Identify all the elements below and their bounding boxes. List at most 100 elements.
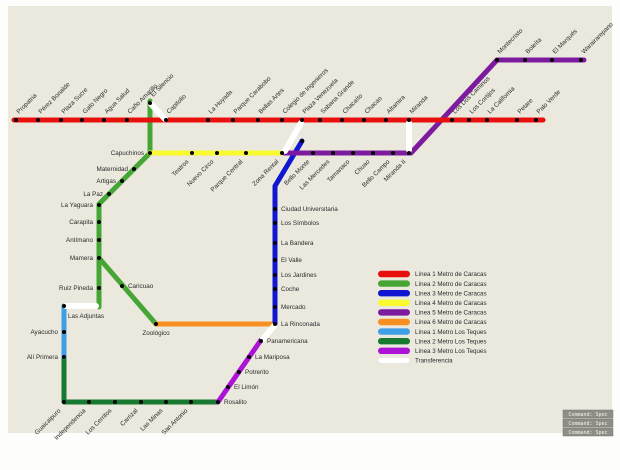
legend-label-linea-6-metro-de-caracas: Línea 6 Metro de Caracas [415,319,487,326]
transfer-plaza-venezuela-zona-rental [282,120,304,154]
station-label-capuchinos: Capuchinos [111,150,144,157]
station-dot-teatros [190,151,194,155]
station-dot-antimano [97,238,101,242]
station-dot-boleita [523,58,527,62]
station-label-potrerito: Potrerito [245,369,269,376]
station-dot-warairarepano [579,58,583,62]
map-background [8,6,612,433]
station-dot-nuevo-circo [215,151,219,155]
station-dot-artigas [120,179,124,183]
station-label-caricuao: Caricuao [128,283,154,290]
station-dot-la-paz [107,192,111,196]
station-label-carapita: Carapita [69,219,93,226]
legend-swatch-linea-3-metro-los-teques [378,347,410,354]
station-dot-linea-3-caracas-junction [300,139,304,143]
station-dot-los-cerritos [113,400,117,404]
station-dot-capitolio [164,118,168,122]
station-dot-gato-negro [80,118,84,122]
station-dot-sabana-grande [318,118,322,122]
station-dot-rosalito [216,400,220,404]
station-dot-linea-1-los-teques-junction [62,304,66,308]
station-dot-miranda [407,118,411,122]
station-dot-la-mariposa [247,355,251,359]
legend-swatch-linea-4-metro-de-caracas [378,299,410,306]
station-dot-colegio-de-ingenieros [280,118,284,122]
station-dot-los-simbolos [273,221,277,225]
transfer-el-silencio-capitolio [148,101,168,122]
station-dot-el-valle [273,258,277,262]
station-dot-chacaito [340,118,344,122]
command-box-2[interactable] [562,418,614,428]
station-label-los-jardines: Los Jardines [281,272,317,279]
legend-label-linea-2-metro-los-teques: Línea 2 Metro Los Teques [415,338,486,345]
station-dot-carapita [97,220,101,224]
station-dot-el-marques [550,58,554,62]
station-dot-mamera [97,256,101,260]
station-dot-san-antonio [189,400,193,404]
legend-label-linea-2-metro-de-caracas: Línea 2 Metro de Caracas [415,281,487,288]
station-dot-maternidad [132,167,136,171]
line-linea-2-caracas-branch [96,255,159,327]
legend-label-linea-3-metro-los-teques: Línea 3 Metro Los Teques [415,348,486,355]
command-box-label-2: Command: Spec [568,421,607,427]
station-dot-el-limon [226,385,230,389]
station-dot-palo-verde [534,118,538,122]
station-dot-parque-central [244,151,248,155]
station-dot-plaza-sucre [59,118,63,122]
station-label-la-bandera: La Bandera [281,240,314,247]
station-dot-la-hoyada [206,118,210,122]
station-dot-ciudad-universitaria [273,207,277,211]
station-dot-carrizal [139,400,143,404]
station-dot-las-minas [164,400,168,404]
station-label-zoologico: Zoológico [142,330,170,337]
station-dot-montecristo [495,58,499,62]
station-label-la-rinconada: La Rinconada [281,321,320,328]
station-dot-altamira [384,118,388,122]
station-dot-la-rinconada [273,322,277,326]
station-dot-bello-monte [311,151,315,155]
command-box-1[interactable] [562,409,614,419]
station-dot-chacao [362,118,366,122]
command-box-label-3: Command: Spec [568,430,607,436]
station-dot-la-bandera [273,241,277,245]
legend-swatch-linea-3-metro-de-caracas [378,290,410,297]
command-box-3[interactable] [562,427,614,437]
station-label-las-adjuntas: Las Adjuntas [68,313,104,320]
station-dot-cano-amarillo [125,118,129,122]
station-dot-miranda-ii [407,151,411,155]
station-dot-ayacucho [62,330,66,334]
legend-swatch-transferencia [377,356,411,364]
station-dot-panamericana [259,339,263,343]
station-dot-capuchinos [148,151,152,155]
station-label-ayacucho: Ayacucho [30,329,58,336]
legend-label-linea-4-metro-de-caracas: Línea 4 Metro de Caracas [415,300,487,307]
station-dot-zona-rental [280,151,284,155]
line-linea-5-caracas [281,57,587,156]
legend-swatch-linea-6-metro-de-caracas [378,318,410,326]
station-dot-petare [515,118,519,122]
station-dot-plaza-venezuela [300,118,304,122]
legend-label-linea-3-metro-de-caracas: Línea 3 Metro de Caracas [415,290,487,297]
station-dot-las-mercedes [331,151,335,155]
station-dot-bello-campo [391,151,395,155]
station-label-coche: Coche [281,286,300,293]
station-label-ciudad-universitaria: Ciudad Universitaria [281,206,338,213]
station-dot-bellas-artes [256,118,260,122]
station-dot-caricuao [120,284,124,288]
station-label-antimano: Antímano [66,237,93,244]
legend-swatch-linea-1-metro-los-teques [378,328,410,335]
station-dot-los-dos-caminos [450,118,454,122]
station-dot-la-california [485,118,489,122]
station-label-ali-primera: Alí Primera [27,354,59,361]
station-dot-parque-carabobo [231,118,235,122]
station-dot-zoologico [154,322,158,326]
station-dot-guaicaipuro [62,400,66,404]
legend-swatch-linea-1-metro-de-caracas [378,270,410,278]
legend-swatch-linea-5-metro-de-caracas [378,309,410,316]
station-label-mercado: Mercado [281,304,306,311]
station-dot-perez-bonalde [36,118,40,122]
station-label-la-yaguara: La Yaguara [61,202,93,209]
legend-label-linea-5-metro-de-caracas: Línea 5 Metro de Caracas [415,310,487,317]
